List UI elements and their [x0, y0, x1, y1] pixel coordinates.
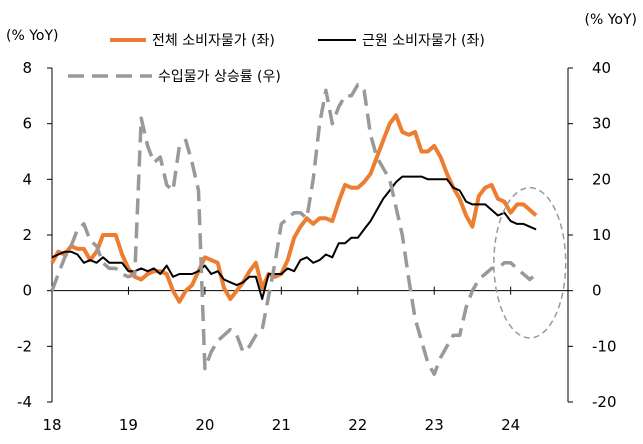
- x-tick-label: 21: [272, 416, 291, 434]
- left-axis-unit: (% YoY): [6, 28, 59, 44]
- x-tick-label: 19: [119, 416, 138, 434]
- legend-label-3: 수입물가 상승률 (우): [158, 69, 281, 85]
- right-y-tick-label: 40: [592, 59, 611, 77]
- right-y-tick-label: 30: [592, 115, 611, 133]
- right-y-tick-label: -20: [592, 393, 617, 411]
- x-tick-label: 22: [348, 416, 367, 434]
- left-y-tick-label: 2: [22, 226, 32, 244]
- highlight-ellipse: [493, 186, 567, 339]
- x-tick-label: 20: [195, 416, 214, 434]
- left-y-tick-label: 8: [22, 59, 32, 77]
- series-line-2: [51, 175, 537, 300]
- left-y-tick-label: 6: [22, 115, 32, 133]
- x-tick-label: 24: [501, 416, 520, 434]
- left-y-tick-label: -4: [17, 393, 32, 411]
- left-y-tick-label: 0: [22, 282, 32, 300]
- x-tick-label: 23: [425, 416, 444, 434]
- right-y-tick-label: -10: [592, 337, 617, 355]
- right-y-tick-label: 10: [592, 226, 611, 244]
- left-y-tick-label: -2: [17, 337, 32, 355]
- right-y-tick-label: 0: [592, 282, 602, 300]
- left-y-tick-label: 4: [22, 170, 32, 188]
- right-axis-unit: (% YoY): [585, 12, 638, 28]
- legend-label-1: 전체 소비자물가 (좌): [152, 33, 275, 49]
- legend-label-2: 근원 소비자물가 (좌): [362, 33, 485, 49]
- series-line-3: [50, 82, 538, 376]
- right-y-tick-label: 20: [592, 170, 611, 188]
- x-tick-label: 18: [42, 416, 61, 434]
